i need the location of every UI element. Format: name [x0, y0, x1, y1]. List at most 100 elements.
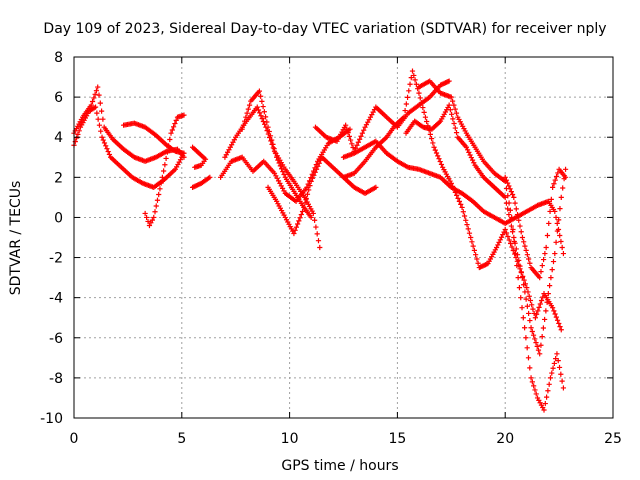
data-point — [349, 141, 355, 147]
data-point — [554, 351, 560, 357]
data-point — [452, 125, 458, 131]
data-point — [409, 68, 416, 74]
data-point — [509, 244, 515, 250]
data-point — [519, 234, 526, 241]
data-point — [524, 345, 530, 351]
data-point — [522, 243, 528, 249]
data-point — [460, 209, 466, 215]
data-point — [505, 206, 511, 212]
data-point — [556, 364, 563, 371]
data-point — [164, 149, 170, 155]
data-point — [422, 114, 429, 120]
data-point — [264, 119, 270, 125]
data-marks — [71, 68, 569, 413]
data-point — [449, 98, 456, 104]
data-point — [562, 174, 569, 180]
data-point — [267, 133, 274, 139]
data-point — [560, 385, 567, 391]
data-point — [507, 240, 514, 247]
data-point — [361, 127, 367, 133]
data-point — [524, 252, 530, 258]
data-point — [293, 224, 299, 230]
data-point — [528, 375, 534, 381]
data-point — [542, 316, 548, 323]
series-track-6 — [189, 174, 213, 190]
data-point — [553, 214, 559, 221]
data-point — [544, 232, 551, 239]
data-point — [559, 244, 565, 251]
data-point — [468, 234, 474, 241]
data-point — [359, 130, 365, 136]
data-point — [512, 200, 518, 206]
data-point — [151, 214, 157, 221]
data-point — [453, 110, 460, 116]
data-point — [91, 95, 97, 101]
data-point — [511, 238, 517, 245]
data-point — [76, 128, 82, 134]
data-point — [554, 317, 561, 323]
data-point — [558, 238, 564, 245]
data-point — [522, 325, 528, 331]
data-point — [528, 325, 534, 331]
data-point — [527, 365, 533, 371]
data-point — [92, 104, 99, 110]
data-point — [526, 310, 532, 317]
data-point — [534, 311, 540, 317]
data-point — [403, 101, 409, 107]
y-tick-label: 6 — [54, 90, 63, 106]
data-point — [505, 193, 511, 199]
data-point — [466, 230, 473, 236]
data-point — [313, 224, 319, 230]
data-point — [550, 258, 557, 265]
series-track-7 — [222, 104, 323, 251]
data-point — [475, 260, 481, 266]
data-point — [524, 285, 530, 291]
x-tick-label: 0 — [70, 431, 79, 447]
data-point — [304, 191, 311, 197]
data-point — [407, 81, 413, 87]
data-point — [503, 230, 510, 236]
series-track-12 — [340, 138, 567, 257]
series-track-4 — [142, 112, 187, 229]
data-point — [516, 217, 522, 223]
data-point — [143, 214, 150, 221]
data-point — [451, 186, 457, 192]
data-point — [546, 220, 552, 227]
data-point — [554, 228, 560, 234]
data-point — [539, 262, 545, 269]
data-point — [554, 220, 560, 227]
data-point — [510, 247, 516, 254]
data-point — [516, 285, 523, 291]
data-point — [527, 317, 533, 324]
data-point — [142, 210, 148, 217]
data-point — [531, 383, 537, 389]
data-point — [418, 100, 425, 106]
plot-frame — [73, 56, 614, 419]
data-point — [470, 243, 476, 249]
data-point — [540, 256, 547, 263]
data-point — [168, 130, 174, 136]
data-point — [104, 146, 110, 152]
data-point — [303, 195, 309, 202]
data-point — [310, 210, 316, 217]
series-track-16 — [502, 166, 569, 281]
data-point — [556, 217, 562, 223]
data-point — [275, 157, 281, 163]
data-point — [518, 295, 524, 301]
data-point — [257, 110, 263, 116]
y-tick-label: -10 — [40, 411, 63, 427]
data-point — [192, 164, 198, 170]
data-point — [537, 351, 543, 357]
data-point — [316, 160, 322, 166]
data-point — [265, 124, 271, 130]
data-point — [454, 192, 460, 198]
data-point — [509, 191, 516, 198]
y-tick-label: 2 — [54, 170, 63, 186]
data-point — [88, 102, 94, 108]
x-tick-label: 15 — [388, 431, 406, 447]
data-point — [560, 250, 567, 257]
data-point — [549, 266, 555, 273]
data-point — [240, 122, 246, 128]
data-point — [312, 169, 318, 175]
data-point — [514, 211, 521, 218]
